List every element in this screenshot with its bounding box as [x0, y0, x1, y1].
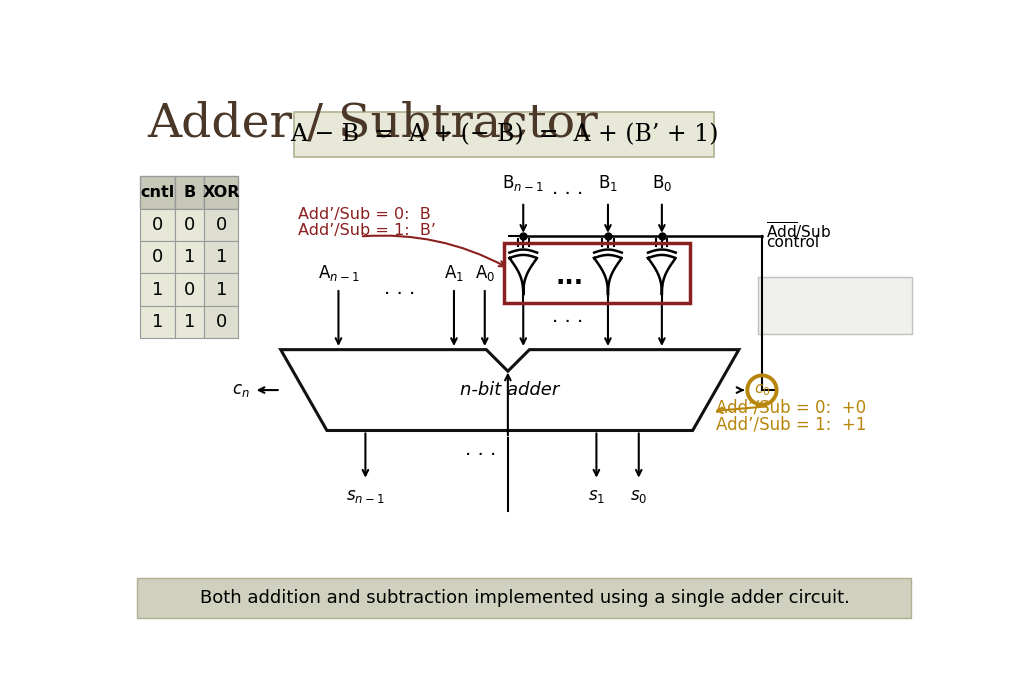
FancyBboxPatch shape	[205, 209, 239, 241]
Text: Add’/Sub = 1:  Sub: Add’/Sub = 1: Sub	[763, 308, 907, 323]
Polygon shape	[648, 255, 676, 295]
Text: · · ·: · · ·	[552, 185, 584, 204]
Text: B: B	[183, 185, 196, 200]
Text: 1: 1	[152, 281, 163, 299]
Text: XOR: XOR	[203, 185, 241, 200]
Text: control: control	[766, 235, 819, 250]
Text: $\overline{\rm Add}$/Sub: $\overline{\rm Add}$/Sub	[766, 220, 830, 241]
FancyBboxPatch shape	[175, 176, 205, 209]
Text: B$_{n-1}$: B$_{n-1}$	[503, 173, 544, 193]
FancyBboxPatch shape	[140, 274, 175, 306]
FancyBboxPatch shape	[140, 306, 175, 338]
Polygon shape	[594, 255, 622, 295]
Text: B$_0$: B$_0$	[651, 173, 672, 193]
Text: A$_{n-1}$: A$_{n-1}$	[317, 263, 359, 284]
Text: 0: 0	[216, 216, 227, 234]
FancyBboxPatch shape	[175, 306, 205, 338]
Text: Add’/Sub = 0:  Add: Add’/Sub = 0: Add	[763, 290, 908, 305]
Text: 0: 0	[184, 216, 196, 234]
Text: s$_0$: s$_0$	[630, 486, 647, 505]
Text: Add’/Sub = 1:  +1: Add’/Sub = 1: +1	[716, 415, 866, 433]
FancyBboxPatch shape	[175, 241, 205, 274]
FancyBboxPatch shape	[137, 578, 910, 617]
Text: · · ·: · · ·	[384, 285, 416, 304]
FancyBboxPatch shape	[140, 241, 175, 274]
Text: 0: 0	[152, 216, 163, 234]
FancyBboxPatch shape	[758, 276, 912, 335]
Text: B$_1$: B$_1$	[598, 173, 617, 193]
Text: 1: 1	[184, 313, 196, 331]
Polygon shape	[509, 255, 538, 295]
FancyBboxPatch shape	[205, 241, 239, 274]
Text: Adder / Subtractor: Adder / Subtractor	[147, 101, 598, 146]
FancyBboxPatch shape	[175, 209, 205, 241]
Text: 0: 0	[216, 313, 227, 331]
Text: · · ·: · · ·	[465, 446, 497, 465]
FancyBboxPatch shape	[205, 306, 239, 338]
Text: s$_{n-1}$: s$_{n-1}$	[346, 486, 385, 505]
Text: A$_1$: A$_1$	[444, 263, 464, 284]
Text: n-bit adder: n-bit adder	[460, 381, 559, 399]
Text: s$_1$: s$_1$	[588, 486, 605, 505]
Text: 0: 0	[152, 248, 163, 266]
Text: Add’/Sub = 0:  +0: Add’/Sub = 0: +0	[716, 398, 866, 416]
Text: ...: ...	[555, 265, 584, 288]
Text: 1: 1	[216, 281, 227, 299]
Text: A$_0$: A$_0$	[475, 263, 495, 284]
FancyBboxPatch shape	[175, 274, 205, 306]
FancyBboxPatch shape	[205, 274, 239, 306]
Text: $c_n$: $c_n$	[232, 381, 250, 399]
Text: 1: 1	[216, 248, 227, 266]
Text: Add’/Sub = 1:  B’: Add’/Sub = 1: B’	[298, 223, 436, 238]
Text: $c_0$: $c_0$	[754, 382, 770, 398]
FancyBboxPatch shape	[140, 209, 175, 241]
Text: Add’/Sub = 0:  B: Add’/Sub = 0: B	[298, 207, 431, 223]
Text: 1: 1	[152, 313, 163, 331]
Text: Both addition and subtraction implemented using a single adder circuit.: Both addition and subtraction implemente…	[200, 589, 850, 607]
Text: A − B  =  A + (− B)  =  A + (B’ + 1): A − B = A + (− B) = A + (B’ + 1)	[290, 123, 718, 146]
Polygon shape	[281, 349, 739, 430]
FancyBboxPatch shape	[140, 176, 175, 209]
Text: 0: 0	[184, 281, 196, 299]
FancyBboxPatch shape	[294, 113, 714, 157]
Text: 1: 1	[184, 248, 196, 266]
Text: cntl: cntl	[140, 185, 175, 200]
Text: · · ·: · · ·	[552, 313, 584, 332]
FancyBboxPatch shape	[205, 176, 239, 209]
